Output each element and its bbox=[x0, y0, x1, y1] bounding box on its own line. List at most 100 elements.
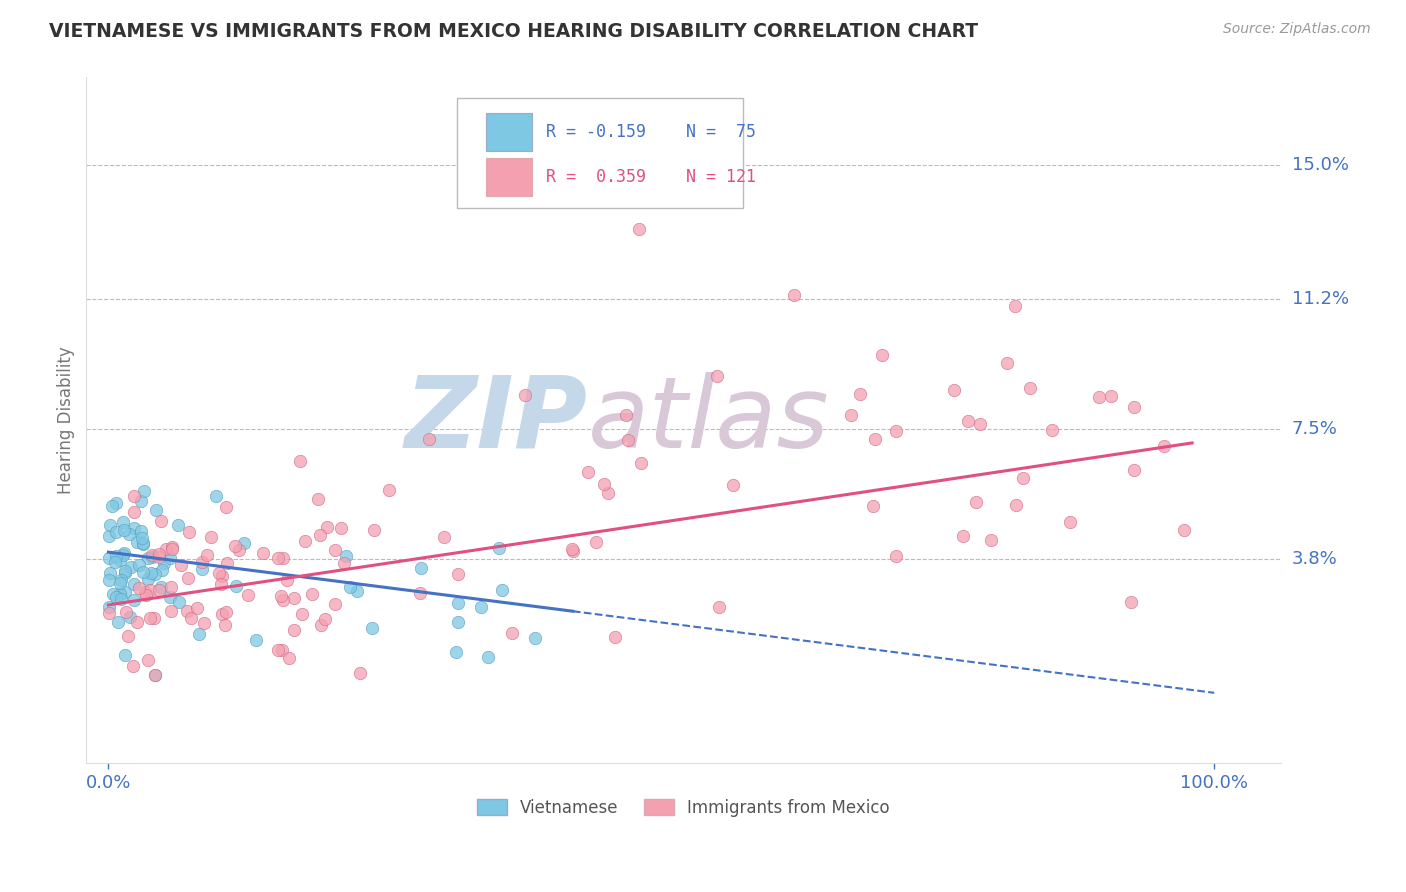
Point bbox=[136, 550, 159, 565]
Point bbox=[186, 601, 208, 615]
Point bbox=[162, 541, 184, 556]
Y-axis label: Hearing Disability: Hearing Disability bbox=[58, 346, 75, 494]
Point bbox=[995, 356, 1018, 370]
Point bbox=[270, 589, 292, 603]
Point bbox=[1040, 423, 1063, 437]
Point bbox=[562, 544, 585, 558]
Point bbox=[1099, 389, 1122, 403]
Point bbox=[98, 566, 121, 580]
Point bbox=[346, 584, 368, 599]
Point bbox=[97, 606, 120, 620]
Point bbox=[134, 585, 156, 599]
Legend: Vietnamese, Immigrants from Mexico: Vietnamese, Immigrants from Mexico bbox=[471, 792, 897, 823]
Point bbox=[159, 550, 181, 565]
Point bbox=[125, 534, 148, 549]
Point bbox=[105, 496, 128, 510]
Point bbox=[208, 566, 231, 580]
Point bbox=[122, 659, 145, 673]
Point bbox=[596, 485, 619, 500]
Point bbox=[139, 583, 162, 598]
Point bbox=[271, 592, 294, 607]
Point bbox=[952, 529, 974, 543]
Point bbox=[942, 383, 965, 397]
Point bbox=[363, 524, 385, 538]
Point bbox=[447, 596, 470, 610]
Point bbox=[283, 623, 305, 637]
Point bbox=[211, 569, 233, 583]
Point bbox=[112, 549, 135, 563]
Point bbox=[136, 572, 159, 586]
Point bbox=[108, 587, 131, 601]
Point bbox=[849, 387, 872, 401]
Point bbox=[276, 574, 298, 588]
Point bbox=[1119, 595, 1142, 609]
Text: 3.8%: 3.8% bbox=[1292, 550, 1337, 568]
Point bbox=[1005, 498, 1028, 512]
Point bbox=[267, 550, 290, 565]
Point bbox=[333, 556, 356, 570]
Point bbox=[193, 615, 215, 630]
Point bbox=[131, 524, 153, 538]
Point bbox=[180, 611, 202, 625]
Point bbox=[139, 611, 162, 625]
Point bbox=[153, 556, 176, 570]
Point bbox=[884, 549, 907, 563]
Point bbox=[339, 580, 361, 594]
Point bbox=[283, 591, 305, 606]
Point bbox=[98, 573, 121, 587]
Point bbox=[444, 645, 467, 659]
Point bbox=[107, 615, 129, 630]
Point bbox=[104, 590, 127, 604]
Point bbox=[190, 562, 212, 576]
Point bbox=[335, 549, 357, 564]
Point bbox=[200, 530, 222, 544]
Point bbox=[349, 665, 371, 680]
Point bbox=[188, 627, 211, 641]
FancyBboxPatch shape bbox=[457, 98, 744, 208]
Point bbox=[1004, 299, 1026, 313]
Point bbox=[783, 288, 806, 302]
Point bbox=[329, 520, 352, 534]
Point bbox=[884, 424, 907, 438]
Point bbox=[167, 518, 190, 533]
Point bbox=[170, 558, 193, 572]
Point bbox=[501, 626, 523, 640]
Point bbox=[307, 492, 329, 507]
Point bbox=[141, 566, 163, 580]
Text: 7.5%: 7.5% bbox=[1292, 420, 1337, 438]
Text: 11.2%: 11.2% bbox=[1292, 290, 1348, 308]
Point bbox=[150, 563, 173, 577]
Point bbox=[112, 546, 135, 560]
Point bbox=[323, 542, 346, 557]
Point bbox=[124, 592, 146, 607]
Point bbox=[433, 530, 456, 544]
Point bbox=[136, 653, 159, 667]
Point bbox=[128, 558, 150, 572]
Point bbox=[839, 408, 862, 422]
Point bbox=[110, 591, 132, 606]
Point bbox=[105, 525, 128, 540]
Point bbox=[308, 528, 330, 542]
Text: ZIP: ZIP bbox=[405, 372, 588, 469]
Point bbox=[316, 520, 339, 534]
Point bbox=[148, 583, 170, 598]
Point bbox=[969, 417, 991, 431]
Point bbox=[98, 600, 121, 615]
Point bbox=[706, 369, 728, 384]
Point bbox=[252, 546, 274, 560]
Point bbox=[127, 615, 149, 629]
Point bbox=[160, 581, 183, 595]
Point bbox=[214, 617, 236, 632]
Point bbox=[177, 571, 200, 585]
Point bbox=[314, 612, 336, 626]
Point bbox=[134, 484, 156, 499]
Point bbox=[862, 499, 884, 513]
Point bbox=[135, 589, 157, 603]
Point bbox=[245, 633, 267, 648]
Point bbox=[271, 551, 294, 566]
Point bbox=[965, 495, 987, 509]
Point bbox=[872, 348, 894, 362]
Point bbox=[593, 476, 616, 491]
Point bbox=[101, 499, 124, 513]
Point bbox=[1122, 401, 1144, 415]
